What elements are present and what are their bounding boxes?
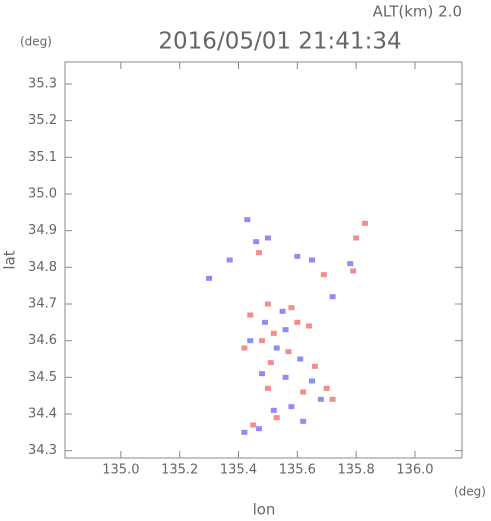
radar-cell [259,371,266,377]
radar-cell [256,426,263,432]
y-tick-label: 34.6 [28,333,57,348]
radar-cell [288,305,295,311]
y-tick-label: 35.1 [28,150,57,165]
y-tick-label: 34.4 [28,407,57,422]
y-tick-label: 35.3 [28,77,57,92]
radar-cell [282,327,289,333]
y-tick-label: 35.0 [28,187,57,202]
x-tick-label: 135.8 [338,463,375,478]
radar-cell [320,272,327,278]
radar-cell [241,345,248,351]
radar-cell [279,308,286,314]
radar-cell [285,349,292,355]
radar-cell [288,404,295,410]
x-unit: (deg) [454,485,486,499]
radar-cell [264,301,271,307]
radar-cell [247,338,254,344]
radar-cell [294,253,301,259]
radar-cell [347,261,354,267]
radar-cell [350,268,357,274]
x-tick-label: 135.4 [220,463,257,478]
radar-cell [261,319,268,325]
radar-cell [267,360,274,366]
radar-cell [264,235,271,241]
radar-cell [311,363,318,369]
radar-cell [241,429,248,435]
x-tick-label: 136.0 [396,463,433,478]
radar-cell [323,385,330,391]
radar-cell [250,422,257,428]
y-unit: (deg) [20,35,52,49]
radar-cell [270,330,277,336]
y-tick-label: 35.2 [28,113,57,128]
radar-cell [329,294,336,300]
radar-cell [297,356,304,362]
radar-cell [306,323,313,329]
radar-cell [273,345,280,351]
radar-cell [300,418,307,424]
y-tick-label: 34.8 [28,260,57,275]
radar-cell [317,396,324,402]
chart-title: 2016/05/01 21:41:34 [158,29,401,55]
radar-cell [244,217,251,223]
y-tick-label: 34.5 [28,370,57,385]
radar-cell [259,338,266,344]
radar-cell [309,257,316,263]
radar-cell [273,415,280,421]
radar-cell [361,220,368,226]
x-axis-label: lon [253,501,276,519]
radar-cell [353,235,360,241]
radar-cell [294,319,301,325]
plot-frame [64,61,463,459]
radar-cell [247,312,254,318]
radar-cell [256,250,263,256]
y-tick-label: 34.7 [28,297,57,312]
altitude-label: ALT(km) 2.0 [373,3,462,21]
x-tick-label: 135.6 [279,463,316,478]
radar-cell [309,378,316,384]
radar-cell [206,275,213,281]
radar-cell [282,374,289,380]
x-tick-label: 135.0 [102,463,139,478]
radar-cell [264,385,271,391]
radar-cell [226,257,233,263]
y-tick-label: 34.9 [28,223,57,238]
radar-cell [300,389,307,395]
y-tick-label: 34.3 [28,443,57,458]
radar-cell [253,239,260,245]
x-tick-label: 135.2 [161,463,198,478]
radar-cell [270,407,277,413]
y-axis-label: lat [1,250,19,269]
radar-cell [329,396,336,402]
